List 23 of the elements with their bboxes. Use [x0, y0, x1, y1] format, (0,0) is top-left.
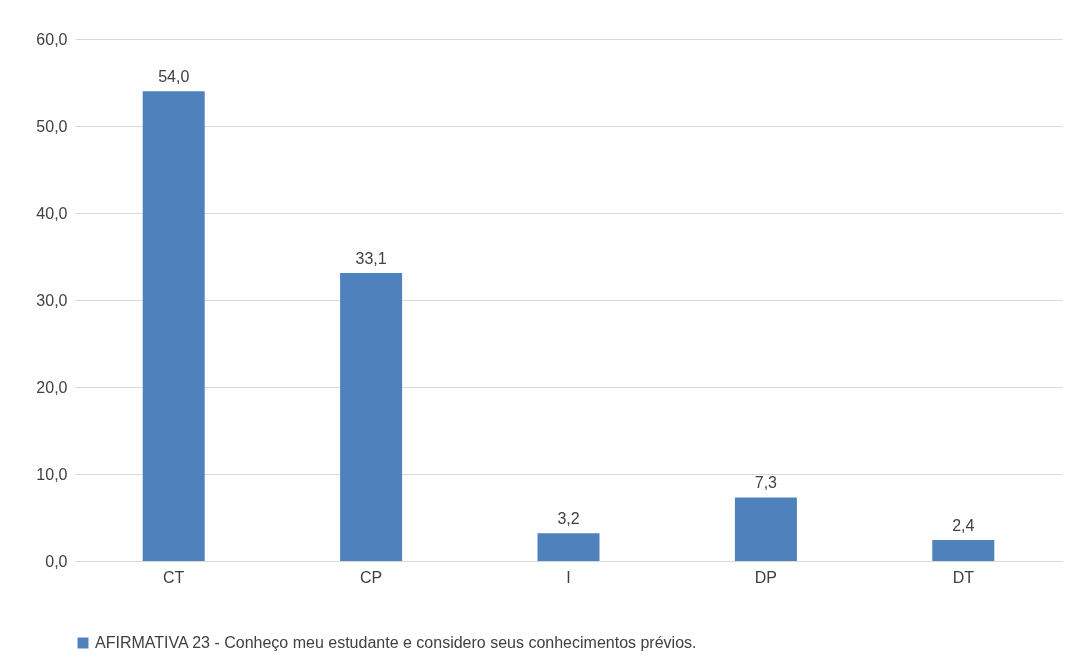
data-label: 3,2 — [557, 510, 580, 528]
x-tick-label: DP — [754, 568, 778, 586]
y-tick-label: 60,0 — [36, 30, 68, 48]
data-label: 33,1 — [355, 250, 387, 268]
bar — [142, 91, 205, 561]
y-tick-label: 20,0 — [36, 378, 68, 396]
bar — [537, 533, 600, 561]
y-tick-label: 30,0 — [36, 291, 68, 309]
y-tick-label: 50,0 — [36, 117, 68, 135]
y-tick-label: 10,0 — [36, 465, 68, 483]
x-tick-label: DT — [952, 568, 975, 586]
x-tick-label: CP — [359, 568, 383, 586]
bar — [340, 273, 403, 561]
y-tick-label: 40,0 — [36, 204, 68, 222]
legend-label: AFIRMATIVA 23 - Conheço meu estudante e considero seus conhecimentos prévios. — [95, 634, 697, 651]
x-tick-label: CT — [163, 568, 185, 586]
data-label: 7,3 — [754, 474, 778, 492]
bar — [932, 540, 995, 561]
data-label: 2,4 — [952, 517, 975, 535]
data-label: 54,0 — [158, 68, 190, 86]
bar — [734, 497, 797, 561]
x-tick-label: I — [566, 568, 571, 586]
y-tick-label: 0,0 — [45, 552, 68, 570]
